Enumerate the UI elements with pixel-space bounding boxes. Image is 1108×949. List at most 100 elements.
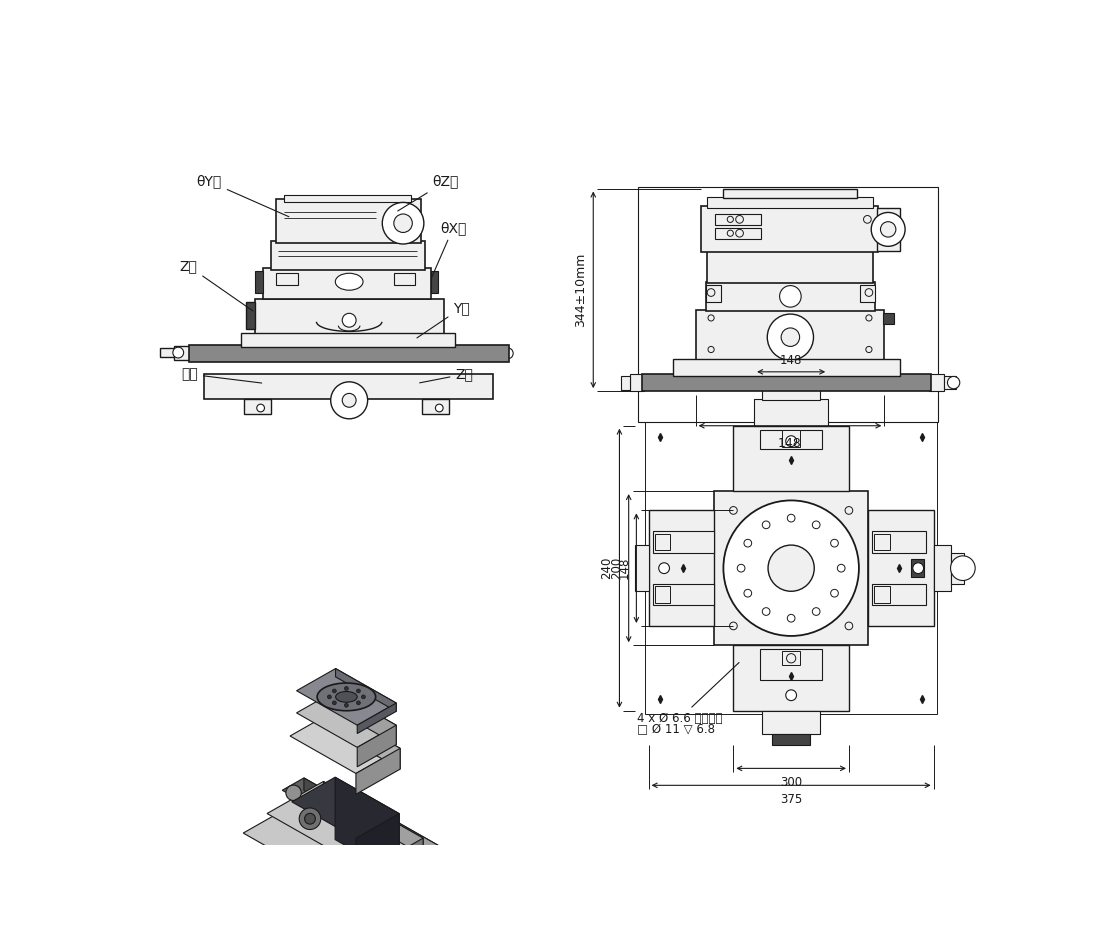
Bar <box>733 426 849 492</box>
Circle shape <box>786 690 797 700</box>
Circle shape <box>831 539 839 547</box>
Bar <box>431 271 439 292</box>
Bar <box>722 189 858 197</box>
Text: 200: 200 <box>611 557 624 579</box>
Circle shape <box>249 335 260 345</box>
Text: Z轴: Z轴 <box>420 367 473 382</box>
Polygon shape <box>304 778 447 872</box>
Bar <box>701 206 879 252</box>
Circle shape <box>767 314 813 361</box>
Circle shape <box>845 623 853 630</box>
Text: 148: 148 <box>780 354 802 367</box>
Bar <box>174 345 191 360</box>
Bar <box>160 348 174 357</box>
Bar <box>655 533 670 550</box>
Bar <box>635 545 648 591</box>
Bar <box>630 374 644 391</box>
Bar <box>911 559 924 577</box>
Polygon shape <box>291 777 399 838</box>
Bar <box>673 359 900 376</box>
Circle shape <box>340 842 355 855</box>
Polygon shape <box>267 781 423 870</box>
Circle shape <box>357 689 360 693</box>
Circle shape <box>768 545 814 591</box>
Circle shape <box>781 328 800 346</box>
Bar <box>760 430 822 449</box>
Circle shape <box>342 313 356 327</box>
Circle shape <box>361 695 366 698</box>
Circle shape <box>345 703 348 707</box>
Polygon shape <box>335 711 400 769</box>
Bar <box>782 651 800 665</box>
Text: 375: 375 <box>780 793 802 806</box>
Text: 148: 148 <box>618 557 630 580</box>
Text: θZ轴: θZ轴 <box>398 175 459 211</box>
Circle shape <box>865 315 872 321</box>
Circle shape <box>913 563 924 573</box>
Bar <box>244 399 270 414</box>
Circle shape <box>812 521 820 529</box>
Text: Z轴: Z轴 <box>179 259 253 311</box>
Bar <box>270 241 424 270</box>
Circle shape <box>357 701 360 705</box>
Bar <box>653 584 715 605</box>
Bar <box>860 285 875 302</box>
Bar <box>876 208 900 251</box>
Ellipse shape <box>317 683 376 711</box>
Bar <box>772 734 810 745</box>
Circle shape <box>743 589 751 597</box>
Bar <box>422 399 449 414</box>
Ellipse shape <box>336 273 363 290</box>
Polygon shape <box>330 784 451 861</box>
Polygon shape <box>336 691 397 745</box>
Circle shape <box>736 215 743 223</box>
Circle shape <box>708 315 715 321</box>
Polygon shape <box>324 781 423 855</box>
Polygon shape <box>336 668 397 712</box>
Circle shape <box>865 288 873 296</box>
Circle shape <box>838 565 845 572</box>
Circle shape <box>888 363 896 373</box>
Text: 240: 240 <box>601 557 614 580</box>
Circle shape <box>780 286 801 307</box>
Ellipse shape <box>336 692 357 702</box>
Bar <box>648 511 715 626</box>
Bar <box>393 272 416 285</box>
Circle shape <box>951 556 975 581</box>
Bar <box>874 586 890 603</box>
Circle shape <box>332 701 337 705</box>
Circle shape <box>881 222 896 237</box>
Bar <box>715 228 761 238</box>
Polygon shape <box>356 749 400 794</box>
Circle shape <box>845 507 853 514</box>
Circle shape <box>502 348 513 359</box>
Bar <box>883 313 893 325</box>
Bar <box>284 195 411 202</box>
Text: 300: 300 <box>780 776 802 789</box>
Bar <box>696 310 884 361</box>
Bar <box>762 711 820 734</box>
Bar <box>276 272 298 285</box>
Bar <box>929 374 944 391</box>
Polygon shape <box>244 784 451 902</box>
Bar <box>715 492 869 645</box>
Polygon shape <box>290 711 400 773</box>
Bar <box>872 531 926 552</box>
Bar <box>706 282 875 311</box>
Text: 148: 148 <box>778 437 802 450</box>
Circle shape <box>708 346 715 353</box>
Circle shape <box>334 834 361 863</box>
Circle shape <box>435 404 443 412</box>
Bar <box>782 430 800 447</box>
Bar <box>255 271 263 292</box>
Polygon shape <box>357 703 397 734</box>
Text: θX轴: θX轴 <box>432 221 466 277</box>
Bar <box>642 374 931 391</box>
Text: 4 x Ø 6.6 完全贯穿: 4 x Ø 6.6 完全贯穿 <box>637 662 739 725</box>
Circle shape <box>328 695 331 698</box>
Bar <box>620 376 630 389</box>
Bar <box>762 385 820 400</box>
Bar <box>715 214 761 225</box>
Circle shape <box>871 213 905 247</box>
Circle shape <box>342 394 356 407</box>
